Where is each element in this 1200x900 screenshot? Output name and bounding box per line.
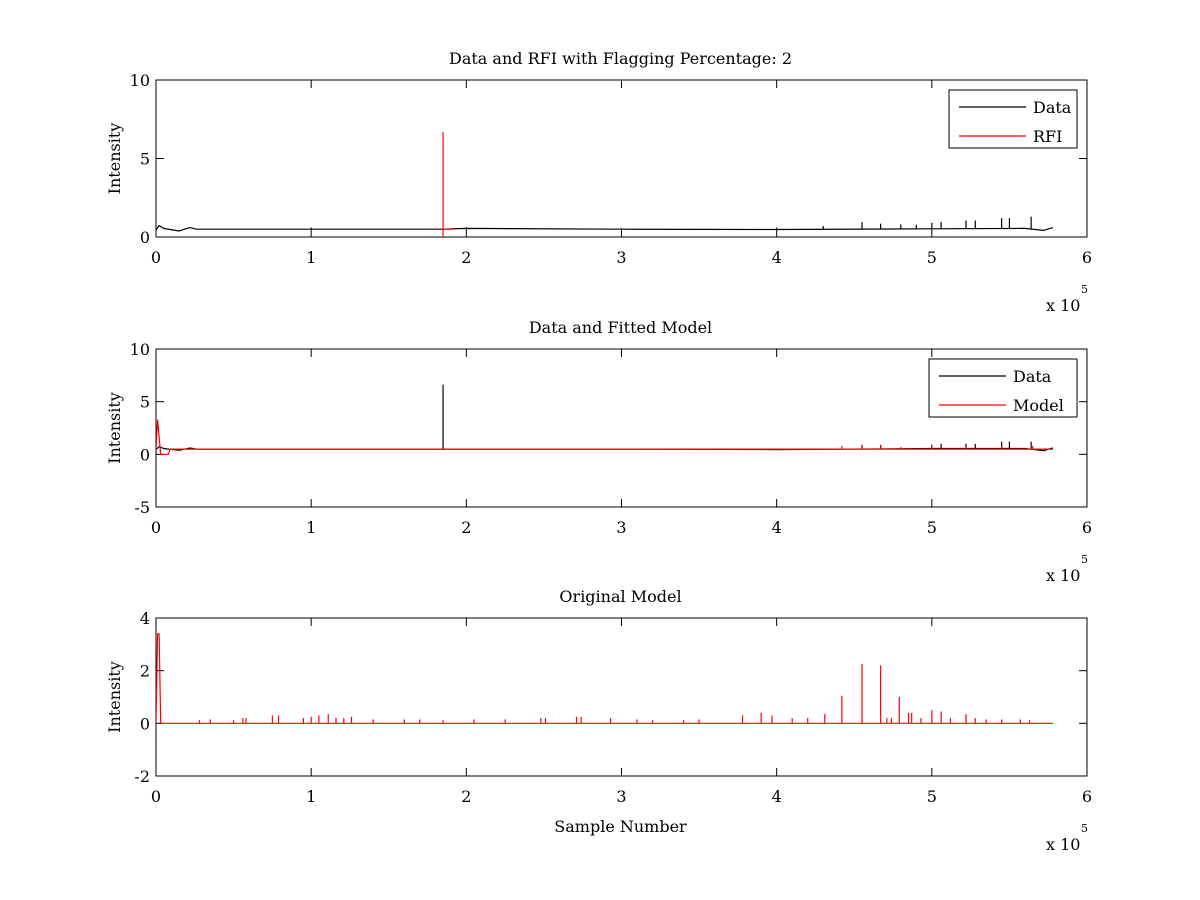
y-tick-label: 0 xyxy=(140,714,150,733)
x-tick-label: 0 xyxy=(151,518,161,537)
series-line-model xyxy=(156,419,1053,455)
chart-title: Data and Fitted Model xyxy=(529,318,712,337)
legend-entry-data: Data xyxy=(1033,98,1072,117)
x-tick-label: 0 xyxy=(151,787,161,806)
plot-area xyxy=(156,384,1054,455)
x-tick-label: 3 xyxy=(616,787,626,806)
y-axis-label: Intensity xyxy=(105,661,124,733)
x-axis-label: Sample Number xyxy=(554,817,687,836)
y-tick-label: 2 xyxy=(140,662,150,681)
legend-entry-data: Data xyxy=(1013,367,1052,386)
series-rfi xyxy=(442,131,454,237)
legend: Data Model xyxy=(928,358,1078,418)
legend-entry-rfi: RFI xyxy=(1033,127,1062,146)
x-multiplier: x 10 xyxy=(1046,835,1080,854)
series-model xyxy=(156,419,1053,455)
series-line-data xyxy=(156,224,1054,232)
x-tick-label: 5 xyxy=(927,787,937,806)
chart-title: Original Model xyxy=(559,587,681,606)
y-tick-label: 5 xyxy=(140,150,150,169)
y-tick-label: -5 xyxy=(134,498,150,517)
x-multiplier: x 10 xyxy=(1046,296,1080,315)
x-tick-label: 5 xyxy=(927,248,937,267)
y-tick-label: -2 xyxy=(134,767,150,786)
chart-title: Data and RFI with Flagging Percentage: 2 xyxy=(449,49,792,68)
x-tick-label: 2 xyxy=(461,518,471,537)
y-tick-label: 5 xyxy=(140,393,150,412)
x-tick-label: 5 xyxy=(927,518,937,537)
x-tick-label: 1 xyxy=(306,248,316,267)
y-axis-label: Intensity xyxy=(105,392,124,464)
axes-box xyxy=(155,617,1088,777)
y-axis-label: Intensity xyxy=(105,123,124,195)
x-tick-label: 2 xyxy=(461,248,471,267)
x-tick-label: 6 xyxy=(1082,518,1092,537)
x-tick-label: 1 xyxy=(306,518,316,537)
x-tick-label: 2 xyxy=(461,787,471,806)
y-tick-label: 10 xyxy=(130,71,150,90)
x-tick-label: 4 xyxy=(772,248,782,267)
x-tick-label: 6 xyxy=(1082,787,1092,806)
y-tick-label: 4 xyxy=(140,609,150,628)
x-tick-label: 0 xyxy=(151,248,161,267)
y-tick-label: 0 xyxy=(140,445,150,464)
x-tick-label: 1 xyxy=(306,787,316,806)
series-data xyxy=(156,216,1054,232)
plot-area xyxy=(156,131,1054,237)
legend-box xyxy=(928,358,1078,418)
x-tick-label: 3 xyxy=(616,248,626,267)
series-line-model xyxy=(156,633,1053,724)
legend-entry-model: Model xyxy=(1013,396,1064,415)
x-tick-label: 3 xyxy=(616,518,626,537)
legend: Data RFI xyxy=(948,89,1078,149)
y-tick-label: 0 xyxy=(140,228,150,247)
x-multiplier-exponent: 5 xyxy=(1081,283,1088,296)
x-tick-label: 4 xyxy=(772,518,782,537)
series-model xyxy=(156,633,1053,724)
y-tick-label: 10 xyxy=(130,340,150,359)
x-multiplier-exponent: 5 xyxy=(1081,553,1088,566)
x-multiplier: x 10 xyxy=(1046,566,1080,585)
legend-box xyxy=(948,89,1078,149)
x-multiplier-exponent: 5 xyxy=(1081,822,1088,835)
axes-box xyxy=(155,79,1088,238)
x-tick-label: 6 xyxy=(1082,248,1092,267)
plot-area xyxy=(156,633,1053,724)
x-tick-label: 4 xyxy=(772,787,782,806)
